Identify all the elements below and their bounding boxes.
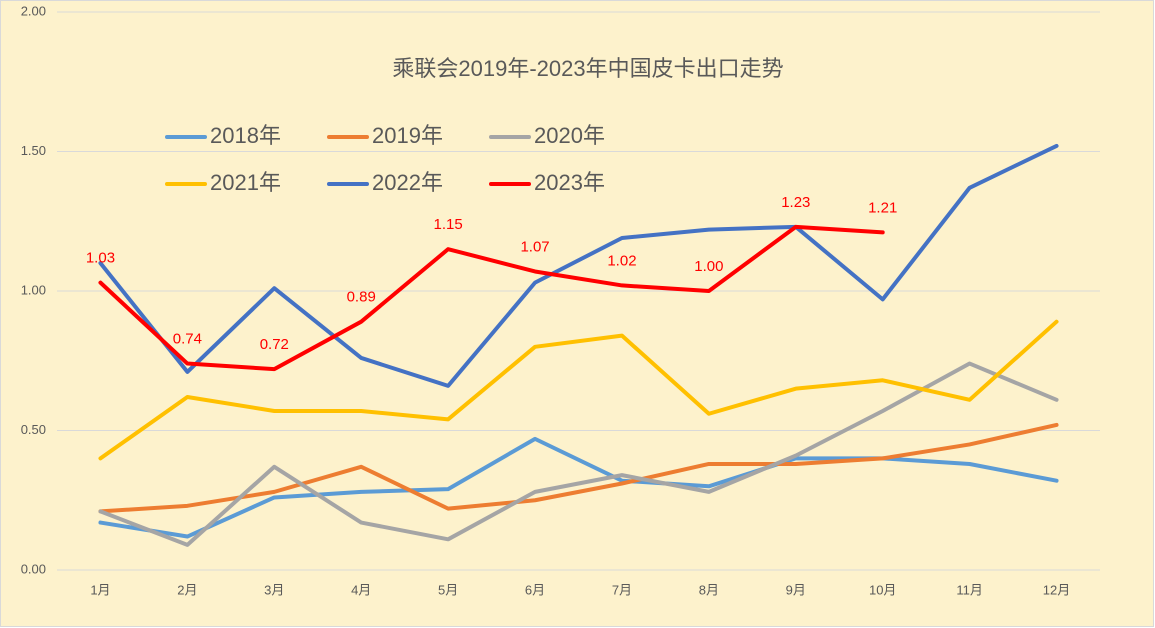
legend-label: 2019年	[372, 123, 443, 148]
legend-label: 2023年	[534, 170, 605, 195]
series-line	[98, 224, 885, 372]
y-tick-label: 1.00	[21, 282, 46, 297]
legend-label: 2018年	[210, 123, 281, 148]
x-tick-label: 3月	[264, 582, 284, 597]
data-label: 1.02	[607, 252, 636, 269]
x-tick-label: 4月	[351, 582, 371, 597]
x-tick-label: 2月	[177, 582, 197, 597]
data-label: 0.74	[173, 331, 202, 348]
x-tick-label: 7月	[612, 582, 632, 597]
legend-label: 2021年	[210, 170, 281, 195]
y-tick-label: 2.00	[21, 3, 46, 18]
series-line	[98, 143, 1059, 388]
data-label: 0.89	[347, 289, 376, 306]
x-tick-label: 9月	[786, 582, 806, 597]
data-label: 1.00	[694, 258, 723, 275]
x-tick-label: 11月	[956, 582, 983, 597]
x-tick-label: 1月	[90, 582, 110, 597]
y-tick-label: 0.50	[21, 422, 46, 437]
x-tick-label: 5月	[438, 582, 458, 597]
x-tick-label: 8月	[699, 582, 719, 597]
data-label: 1.23	[781, 194, 810, 211]
y-tick-label: 0.00	[21, 561, 46, 576]
x-tick-label: 12月	[1043, 582, 1070, 597]
series-line	[98, 319, 1059, 461]
data-label: 1.07	[520, 238, 549, 255]
x-tick-label: 10月	[869, 582, 896, 597]
data-label: 0.72	[260, 336, 289, 353]
legend-label: 2020年	[534, 123, 605, 148]
series-line	[98, 436, 1059, 539]
x-tick-label: 6月	[525, 582, 545, 597]
legend-label: 2022年	[372, 170, 443, 195]
series-line	[98, 422, 1059, 514]
data-label: 1.03	[86, 250, 115, 267]
series-line	[98, 361, 1059, 547]
chart-title: 乘联会2019年-2023年中国皮卡出口走势	[392, 56, 783, 81]
data-label: 1.21	[868, 199, 897, 216]
y-tick-label: 1.50	[21, 143, 46, 158]
data-label: 1.15	[434, 216, 463, 233]
